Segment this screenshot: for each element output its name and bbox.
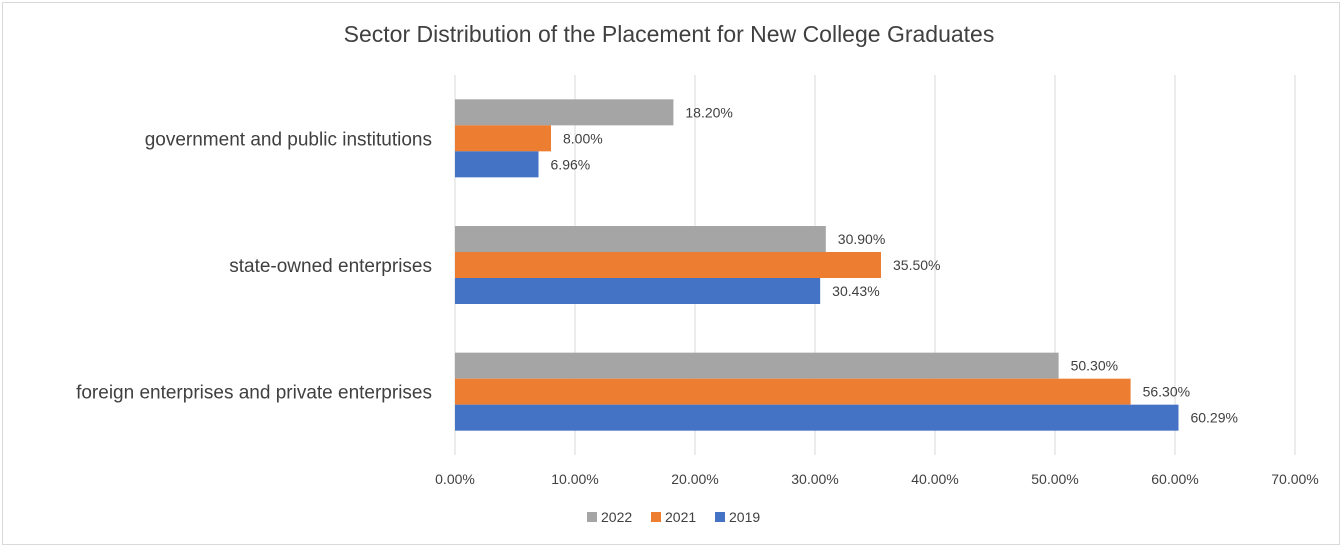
legend-swatch bbox=[651, 512, 661, 522]
bar-2021 bbox=[455, 252, 881, 278]
x-tick-label: 40.00% bbox=[911, 471, 958, 487]
x-tick-label: 0.00% bbox=[435, 471, 475, 487]
x-tick-label: 20.00% bbox=[671, 471, 718, 487]
x-tick-label: 50.00% bbox=[1031, 471, 1078, 487]
data-label: 6.96% bbox=[551, 156, 591, 172]
data-label: 30.43% bbox=[832, 283, 879, 299]
category-label: state-owned enterprises bbox=[229, 256, 432, 277]
chart-title: Sector Distribution of the Placement for… bbox=[344, 21, 995, 47]
data-label: 35.50% bbox=[893, 257, 940, 273]
legend-label: 2021 bbox=[665, 509, 696, 525]
x-tick-label: 70.00% bbox=[1271, 471, 1318, 487]
category-labels: government and public institutions state-… bbox=[76, 129, 432, 403]
x-axis-ticks: 0.00% 10.00% 20.00% 30.00% 40.00% 50.00% 60.00… bbox=[435, 471, 1319, 487]
data-label: 18.20% bbox=[685, 104, 732, 120]
bars: 18.20% 8.00% 6.96% 30.90% 35.50% 30.43% 50.30%… bbox=[455, 99, 1238, 431]
legend-label: 2022 bbox=[601, 509, 632, 525]
legend-swatch bbox=[587, 512, 597, 522]
bar-2019 bbox=[455, 404, 1179, 431]
data-label: 56.30% bbox=[1143, 384, 1190, 400]
bar-2019 bbox=[455, 278, 821, 304]
data-label: 60.29% bbox=[1190, 410, 1237, 426]
x-tick-label: 10.00% bbox=[551, 471, 598, 487]
data-label: 50.30% bbox=[1071, 358, 1118, 374]
data-label: 30.90% bbox=[838, 231, 885, 247]
legend: 2022 2021 2019 bbox=[587, 509, 760, 525]
bar-2022 bbox=[455, 99, 674, 126]
x-tick-label: 30.00% bbox=[791, 471, 838, 487]
category-label: government and public institutions bbox=[145, 129, 432, 150]
bar-2022 bbox=[455, 352, 1059, 379]
bar-2021 bbox=[455, 125, 551, 152]
bar-2019 bbox=[455, 151, 539, 178]
bar-2021 bbox=[455, 378, 1131, 405]
legend-swatch bbox=[715, 512, 725, 522]
x-tick-label: 60.00% bbox=[1151, 471, 1198, 487]
legend-label: 2019 bbox=[729, 509, 760, 525]
bar-2022 bbox=[455, 226, 826, 252]
data-label: 8.00% bbox=[563, 130, 603, 146]
category-label: foreign enterprises and private enterpri… bbox=[76, 383, 432, 404]
